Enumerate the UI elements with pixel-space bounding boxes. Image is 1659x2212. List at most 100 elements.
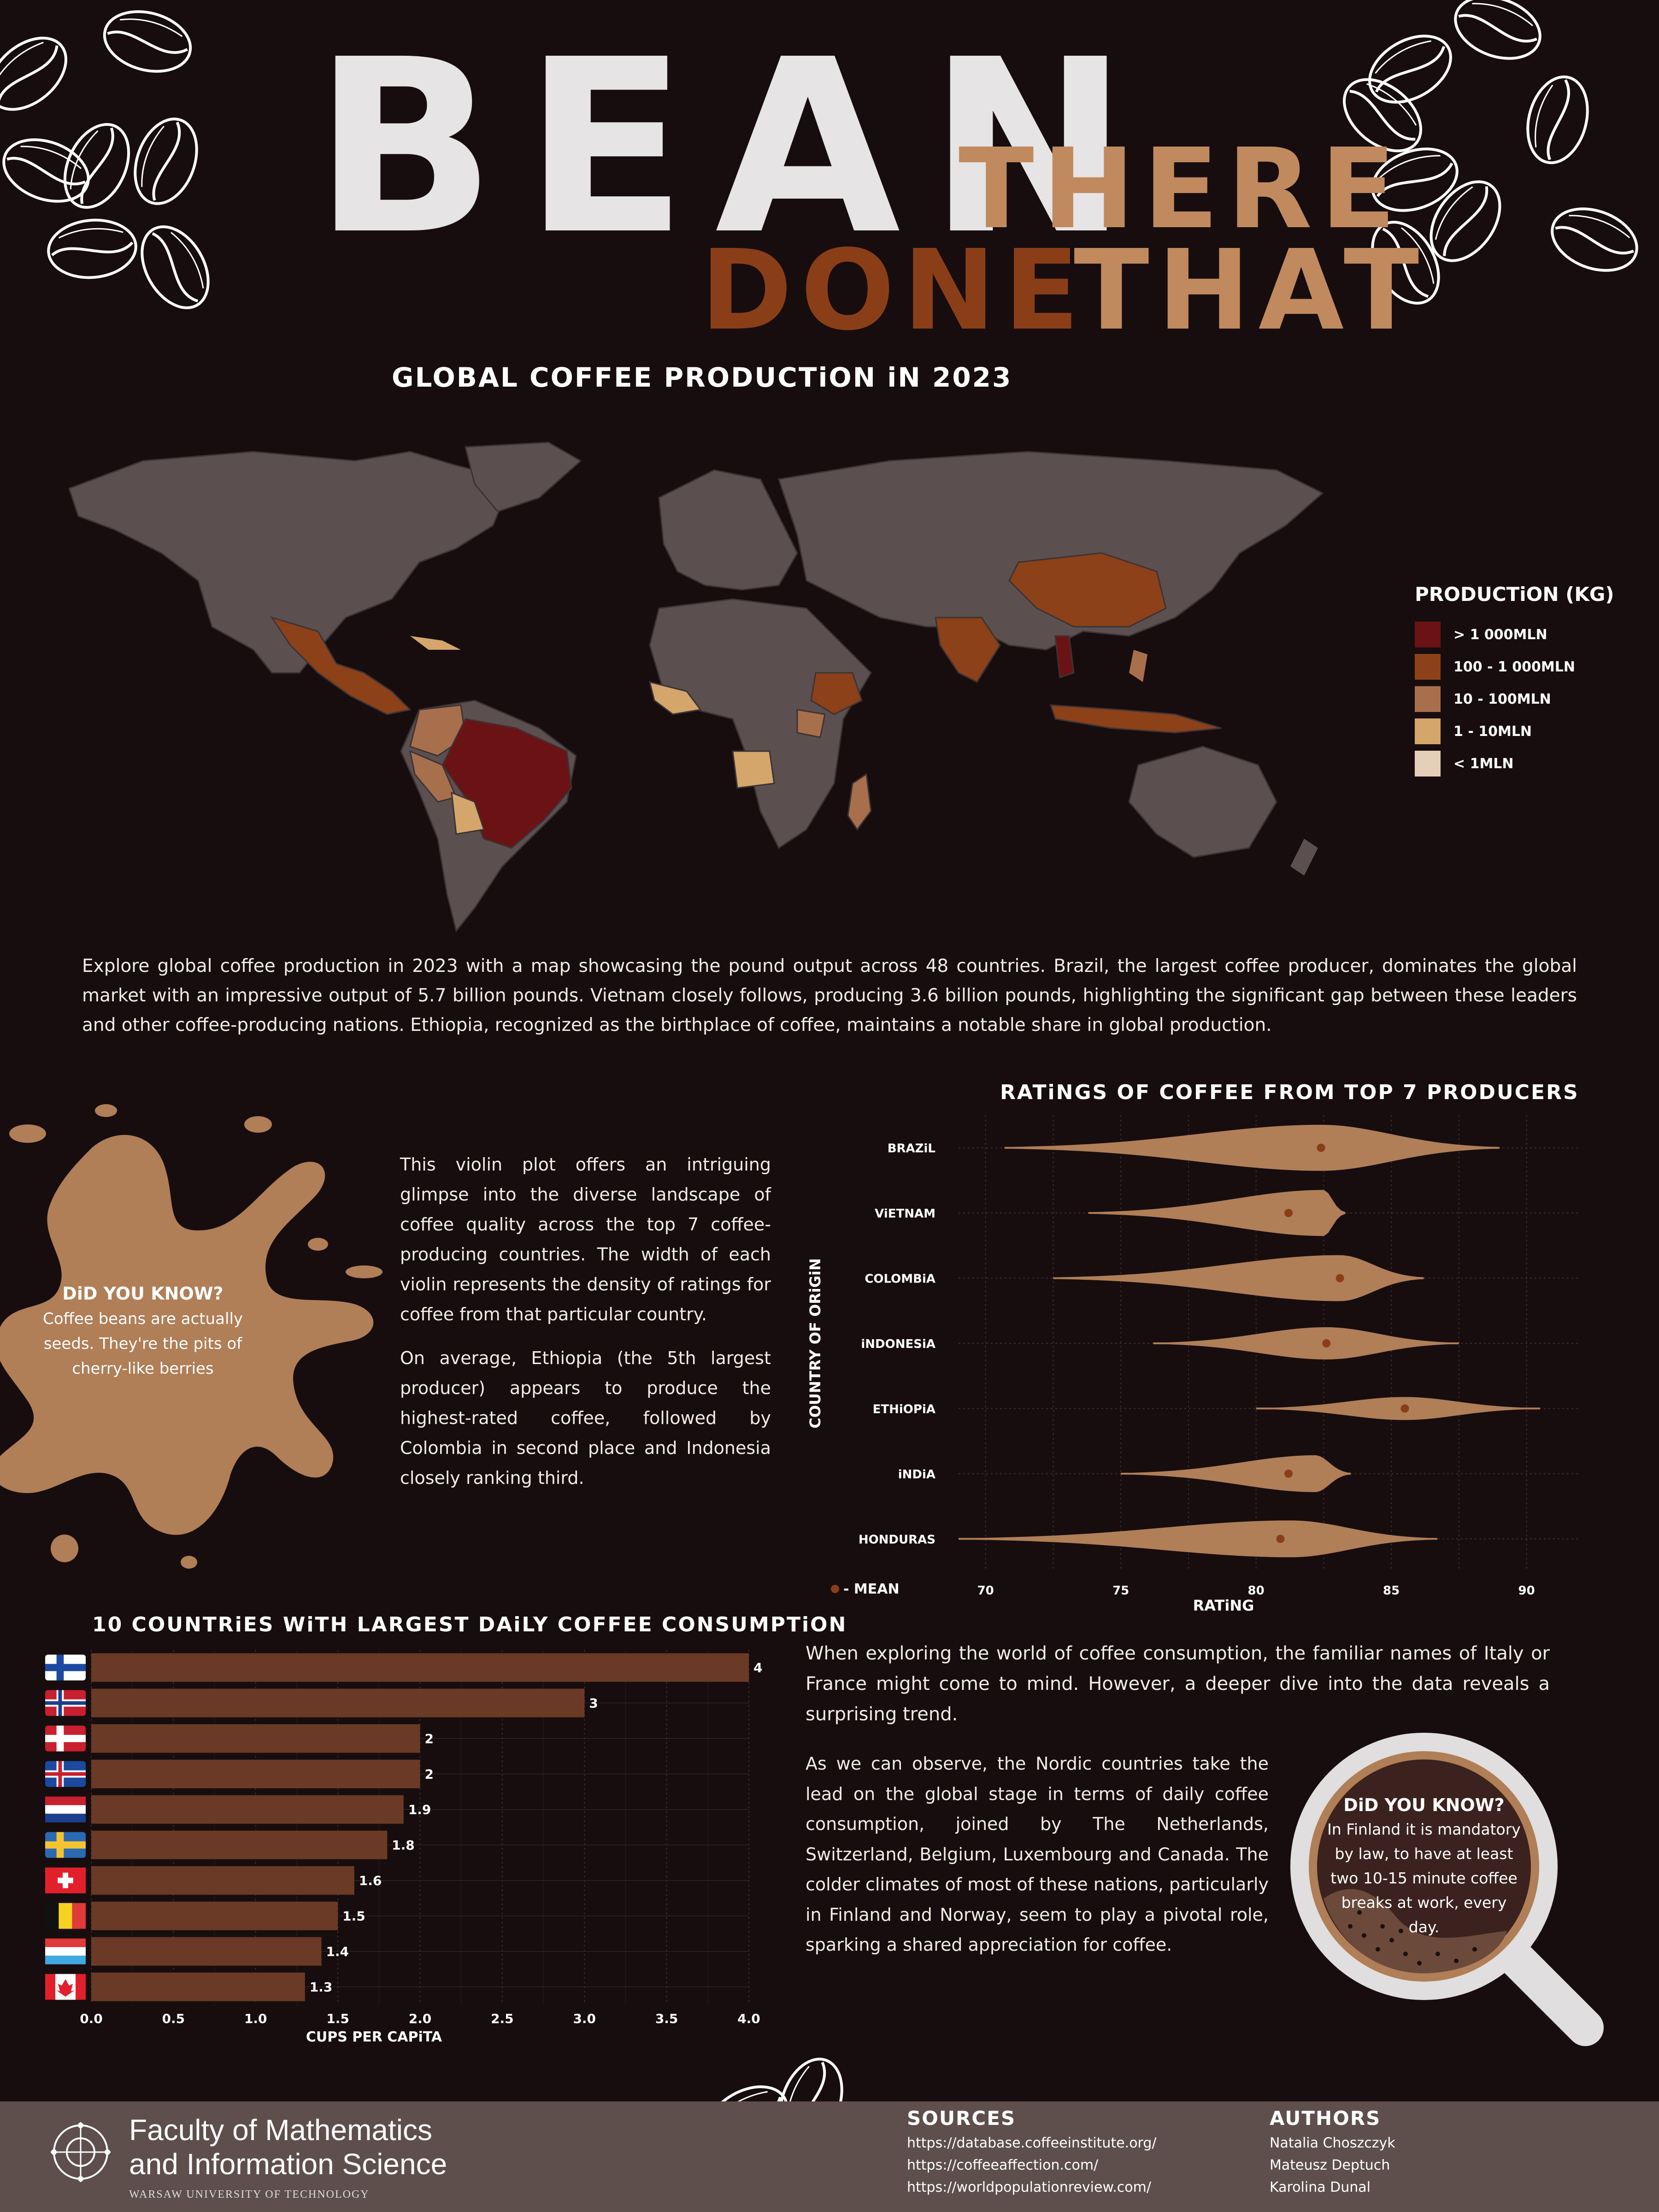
legend-label: 1 - 10MLN [1453,723,1532,740]
bar-value-label: 1.8 [392,1838,415,1853]
map-bolivia [451,791,485,835]
violin-shape [1256,1397,1540,1420]
title-bean: BEAN [313,8,1157,287]
bar-value-label: 2 [425,1767,434,1782]
bar-value-label: 3 [589,1696,598,1711]
violin-mean-point [1276,1535,1285,1543]
violin-category-label: ETHiOPiA [873,1402,935,1416]
flag-part [45,1805,86,1814]
flag-sweden-icon [45,1832,86,1858]
flag-part [45,1841,86,1849]
flag-part [45,1938,86,1947]
bar-x-tick: 0.5 [162,2011,185,2026]
violin-mean-point [1317,1143,1325,1152]
violin-mean-point [1400,1404,1409,1413]
map-china [1008,552,1167,628]
flag-switzerland-icon [45,1867,86,1894]
flag-part [45,1813,86,1823]
source-link: https://worldpopulationreview.com/ [907,2179,1151,2195]
violin-shape [1053,1255,1424,1301]
world-map [68,441,1324,933]
flag-part [45,1974,55,2000]
map-peru [409,750,458,803]
flag-part [45,1772,86,1776]
consumption-bar [91,1759,420,1788]
legend-label: 100 - 1 000MLN [1453,659,1575,675]
map-description: Explore global coffee production in 2023… [82,956,1577,1035]
map-legend: PRODUCTiON (KG) > 1 000MLN 100 - 1 000MLN… [1415,583,1614,780]
sources: SOURCES https://database.coffeeinstitute… [907,2107,1157,2199]
map-philippines [1129,650,1147,682]
map-australia [1128,746,1277,858]
flag-denmark-icon [45,1725,86,1752]
author-name: Mateusz Deptuch [1270,2157,1390,2173]
sources-heading: SOURCES [907,2107,1016,2130]
violin-category-label: BRAZiL [888,1142,935,1156]
consumption-bar [91,1937,322,1966]
bar-x-label: CUPS PER CAPiTA [306,2029,442,2045]
consumption-text-1: When exploring the world of coffee consu… [806,1638,1550,1730]
map-asia [778,451,1324,651]
university-name: WARSAW UNIVERSITY OF TECHNOLOGY [129,2188,370,2200]
did-you-know-2-heading: DiD YOU KNOW? [1343,1795,1505,1815]
violin-shape [959,1520,1437,1558]
consumption-text-2: As we can observe, the Nordic countries … [806,1749,1269,1960]
violin-y-label: COUNTRY OF ORiGiN [806,1258,824,1429]
flag-part [45,1701,86,1705]
violin-chart: BRAZiL ViETNAM COLOMBiA iNDONESiA ETHiOPiA iN… [806,1115,1581,1613]
consumption-p2: As we can observe, the Nordic countries … [806,1753,1269,1955]
map-greenland [465,441,582,512]
bar-x-tick: 2.0 [409,2011,432,2026]
title-that: THAT [1074,226,1428,355]
flag-part [45,1664,86,1671]
map-north-america [68,451,513,674]
faculty-name: Faculty of Mathematics and Information S… [129,2113,447,2201]
violin-category-label: iNDiA [898,1468,935,1482]
consumption-bar [91,1901,338,1930]
violin-category-label: ViETNAM [875,1207,935,1221]
legend-label: 10 - 100MLN [1453,691,1551,707]
bar-x-tick: 3.5 [655,2011,678,2026]
bar-x-tick: 3.0 [573,2011,596,2026]
flag-part [58,1877,73,1883]
map-angola [732,750,775,789]
legend-swatch [1415,718,1441,744]
map-europe [658,469,798,591]
map-india [935,617,1001,683]
source-link: https://coffeeaffection.com/ [907,2157,1099,2173]
legend-item: 100 - 1 000MLN [1415,651,1614,683]
legend-item: > 1 000MLN [1415,618,1614,651]
flag-part [45,1796,86,1806]
author-name: Natalia Choszczyk [1270,2135,1395,2151]
coffee-cup [1290,1733,1604,2046]
consumption-bar [91,1724,420,1753]
legend-label: > 1 000MLN [1453,626,1547,643]
bar-chart: 4 3 2 2 1.9 1.8 1.6 1.5 1.4 1.3 0.0 0.5 1.0 1.5 2.0 2.5… [45,1650,762,2045]
violin-x-label: RATiNG [1193,1597,1254,1613]
violin-mean-point [1335,1274,1344,1282]
violin-shape [1004,1124,1500,1171]
did-you-know-2: DiD YOU KNOW? In Finland it is mandatory… [1325,1795,1523,1939]
did-you-know-2-body: In Finland it is mandatory by law, to ha… [1327,1820,1521,1936]
bar-value-label: 1.6 [359,1873,382,1888]
consumption-bar [91,1795,404,1824]
violin-x-tick: 85 [1383,1584,1400,1598]
map-mexico [270,616,412,715]
violin-shape [1121,1455,1351,1492]
source-link: https://database.coffeeinstitute.org/ [907,2135,1157,2151]
bar-x-tick: 1.5 [326,2011,349,2026]
bar-x-tick: 1.0 [244,2011,267,2026]
legend-item: < 1MLN [1415,747,1614,780]
legend-item: 10 - 100MLN [1415,683,1614,715]
flag-part [45,1735,86,1742]
legend-mean-marker [831,1585,839,1593]
violin-mean-point [1284,1209,1293,1218]
violin-x-tick: 90 [1518,1584,1535,1598]
flag-canada-icon [45,1974,86,2000]
map-indonesia [1049,704,1222,734]
legend-swatch [1415,751,1441,777]
maple-leaf-icon [56,1979,75,1997]
flag-iceland-icon [45,1761,86,1787]
did-you-know-1-body: Coffee beans are actually seeds. They're… [42,1310,243,1378]
did-you-know-1-heading: DiD YOU KNOW? [62,1283,224,1304]
